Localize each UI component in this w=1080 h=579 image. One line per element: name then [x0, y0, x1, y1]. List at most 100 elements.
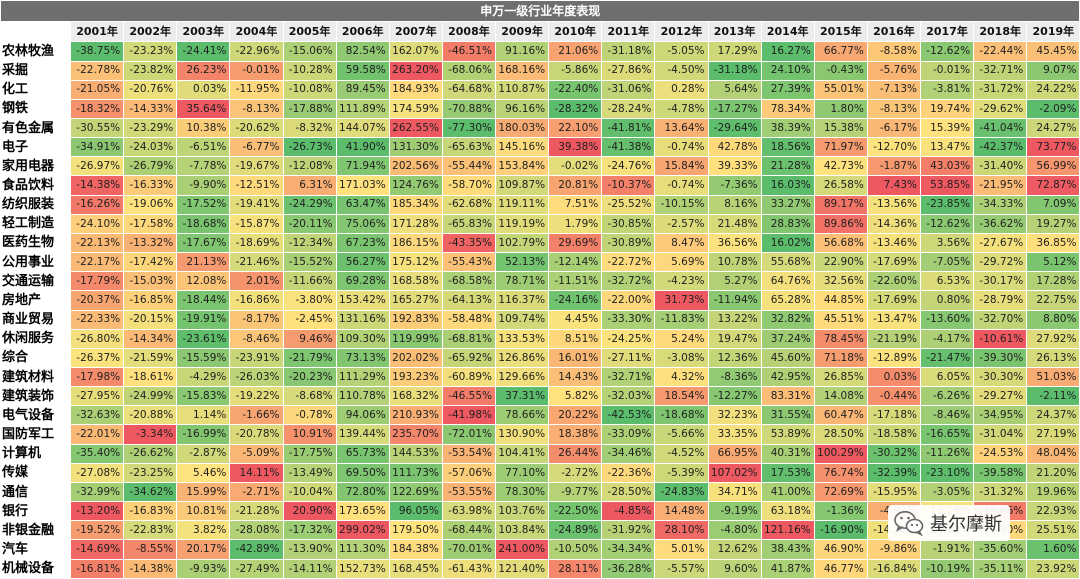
return-cell: 28.50%: [813, 424, 868, 445]
return-cell: 46.77%: [813, 558, 868, 579]
return-cell: -14.36%: [866, 213, 922, 234]
return-cell: -5.86%: [548, 60, 603, 81]
table-row: 采掘 -22.78% -23.82% 26.23% -0.01% -10.28% 59.58…: [0, 60, 1080, 81]
return-cell: 38.39%: [760, 117, 815, 139]
return-cell: 5.24%: [654, 328, 709, 349]
return-cell: 22.90%: [813, 252, 868, 273]
return-cell: 6.31%: [282, 175, 337, 196]
return-cell: -13.90%: [282, 539, 337, 560]
return-cell: -16.86%: [229, 290, 284, 311]
return-cell: 130.90%: [494, 424, 550, 445]
return-cell: 9.46%: [282, 328, 337, 349]
return-cell: 7.09%: [1026, 194, 1080, 215]
return-cell: -18.68%: [654, 405, 709, 426]
return-cell: -11.66%: [282, 271, 337, 292]
return-cell: -22.33%: [69, 309, 125, 330]
return-cell: 110.78%: [335, 386, 390, 407]
return-cell: 64.76%: [760, 271, 815, 292]
return-cell: -8.55%: [123, 539, 178, 560]
table-row: 电子 -34.91% -24.03% -6.51% -6.77% -26.73% 41.90…: [0, 137, 1080, 158]
return-cell: -12.34%: [282, 232, 337, 254]
industry-name: 商业贸易: [0, 309, 71, 330]
return-cell: -22.01%: [69, 424, 125, 445]
return-cell: 119.99%: [388, 328, 443, 349]
industry-name: 银行: [0, 501, 71, 522]
industry-name: 公用事业: [0, 252, 71, 273]
return-cell: -14.38%: [123, 558, 178, 579]
table-row: 国防军工 -22.01% -3.34% -16.99% -20.78% 10.91% 139…: [0, 424, 1080, 445]
return-cell: 173.65%: [335, 501, 390, 522]
return-cell: -8.58%: [866, 41, 922, 62]
return-cell: 122.69%: [388, 481, 443, 503]
return-cell: -14.33%: [123, 98, 178, 119]
return-cell: -16.85%: [123, 290, 178, 311]
return-cell: 28.11%: [548, 558, 603, 579]
return-cell: -22.17%: [69, 252, 125, 273]
industry-name: 房地产: [0, 290, 71, 311]
return-cell: -8.17%: [229, 309, 284, 330]
return-cell: 26.44%: [548, 443, 603, 464]
industry-name: 建筑装饰: [0, 386, 71, 407]
year-header: 2003年: [176, 21, 231, 43]
return-cell: 24.37%: [1026, 405, 1080, 426]
return-cell: 0.28%: [654, 79, 709, 100]
return-cell: 83.31%: [760, 386, 815, 407]
return-cell: 16.03%: [760, 175, 815, 196]
return-cell: 14.48%: [654, 501, 709, 522]
return-cell: -2.71%: [229, 481, 284, 503]
return-cell: -15.52%: [282, 252, 337, 273]
return-cell: -28.79%: [973, 290, 1028, 311]
return-cell: 192.83%: [388, 309, 443, 330]
industry-name: 食品饮料: [0, 175, 71, 196]
industry-name: 休闲服务: [0, 328, 71, 349]
return-cell: 15.84%: [654, 156, 709, 177]
return-cell: 56.68%: [813, 232, 868, 254]
return-cell: -12.08%: [282, 156, 337, 177]
return-cell: -34.34%: [601, 539, 656, 560]
return-cell: 152.73%: [335, 558, 390, 579]
return-cell: 162.07%: [388, 41, 443, 62]
return-cell: 121.40%: [494, 558, 550, 579]
return-cell: -39.58%: [973, 462, 1028, 483]
return-cell: -16.65%: [919, 424, 975, 445]
return-cell: 24.27%: [1026, 117, 1080, 139]
return-cell: -29.64%: [707, 117, 762, 139]
return-cell: 1.60%: [1026, 539, 1080, 560]
return-cell: -23.82%: [123, 60, 178, 81]
return-cell: -10.19%: [919, 558, 975, 579]
return-cell: -22.36%: [601, 462, 656, 483]
return-cell: -25.52%: [601, 194, 656, 215]
return-cell: -29.27%: [973, 386, 1028, 407]
return-cell: -15.06%: [282, 41, 337, 62]
return-cell: -31.18%: [707, 60, 762, 81]
return-cell: 51.03%: [1026, 366, 1080, 388]
table-title: 申万一级行业年度表现: [0, 0, 1080, 23]
return-cell: -17.18%: [866, 405, 922, 426]
return-cell: -30.85%: [601, 213, 656, 234]
return-cell: -23.91%: [229, 347, 284, 369]
return-cell: 144.07%: [335, 117, 390, 139]
return-cell: -15.59%: [176, 347, 231, 369]
return-cell: -4.78%: [654, 98, 709, 119]
return-cell: -13.47%: [866, 309, 922, 330]
return-cell: -21.19%: [866, 328, 922, 349]
return-cell: 4.32%: [654, 366, 709, 388]
return-cell: 7.51%: [548, 194, 603, 215]
return-cell: 41.87%: [760, 558, 815, 579]
return-cell: -18.58%: [866, 424, 922, 445]
return-cell: 18.54%: [654, 386, 709, 407]
return-cell: -9.90%: [176, 175, 231, 196]
return-cell: -8.32%: [282, 117, 337, 139]
return-cell: -17.98%: [69, 366, 125, 388]
return-cell: -41.38%: [601, 137, 656, 158]
return-cell: -27.08%: [69, 462, 125, 483]
return-cell: -15.03%: [123, 271, 178, 292]
return-cell: -26.37%: [69, 347, 125, 369]
table-row: 房地产 -20.37% -16.85% -18.44% -16.86% -3.80% 153…: [0, 290, 1080, 311]
return-cell: -26.80%: [69, 328, 125, 349]
return-cell: -13.49%: [282, 462, 337, 483]
return-cell: -24.03%: [123, 137, 178, 158]
return-cell: 32.82%: [760, 309, 815, 330]
return-cell: -65.92%: [441, 347, 497, 369]
return-cell: -17.52%: [176, 194, 231, 215]
